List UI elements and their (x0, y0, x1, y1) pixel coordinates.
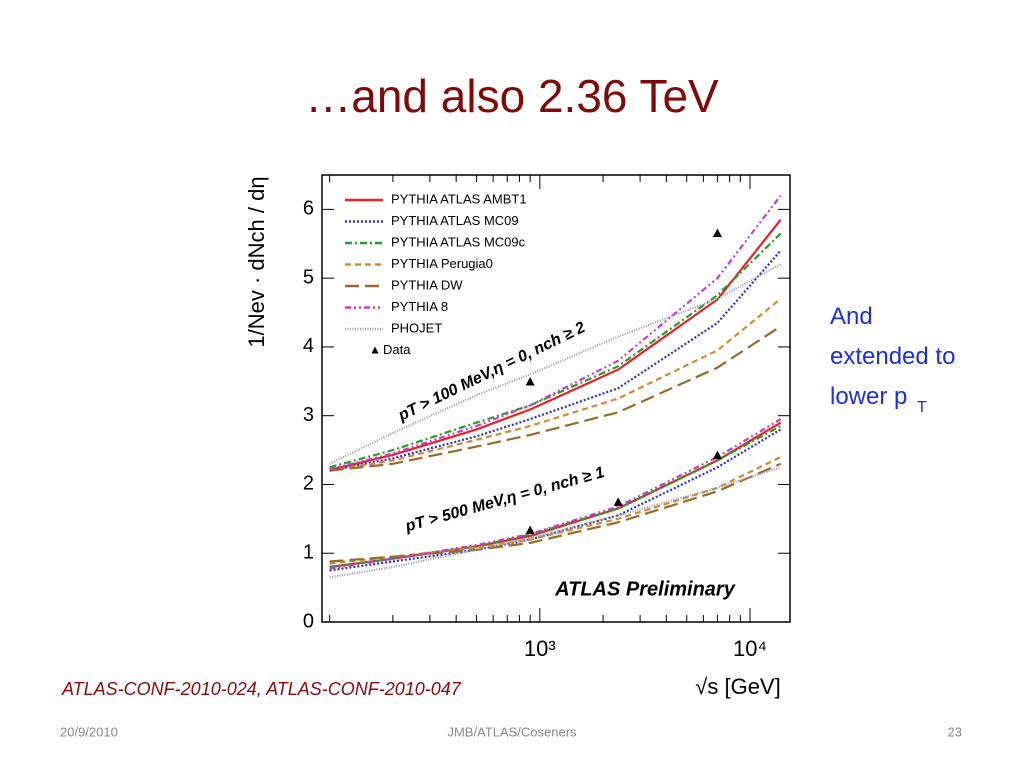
side-note: And extended to lower p (830, 303, 955, 410)
footer-page: 23 (948, 724, 962, 739)
curve (329, 325, 782, 472)
plot-frame (321, 174, 791, 623)
curve (329, 462, 782, 563)
citation: ATLAS-CONF-2010-024, ATLAS-CONF-2010-047 (61, 679, 462, 699)
side-note-sub: T (917, 399, 927, 416)
legend-label: PYTHIA 8 (391, 299, 448, 314)
x-axis-label: √s [GeV] (695, 674, 780, 699)
y-tick-label: 6 (303, 198, 314, 220)
y-tick-label: 5 (303, 266, 314, 288)
curve (329, 219, 782, 472)
y-tick-label: 1 (303, 542, 314, 564)
x-tick-label: 10³ (524, 636, 556, 661)
x-tick-label: 10⁴ (733, 636, 767, 661)
legend-label: PYTHIA ATLAS MC09c (391, 234, 526, 249)
annotation: ATLAS Preliminary (554, 578, 736, 600)
curve (329, 263, 782, 465)
data-point (712, 228, 722, 237)
curve (329, 297, 782, 472)
y-tick-label: 2 (303, 473, 314, 495)
data-point (525, 376, 535, 386)
footer-date: 20/9/2010 (60, 724, 118, 739)
data-point (525, 525, 535, 535)
footer-center: JMB/ATLAS/Coseners (447, 724, 577, 739)
curve (329, 194, 782, 471)
curve (329, 425, 782, 569)
y-tick-label: 3 (303, 404, 314, 426)
legend-swatch (371, 346, 379, 354)
curve (329, 428, 782, 572)
y-tick-label: 0 (303, 610, 314, 632)
y-tick-label: 4 (303, 335, 314, 357)
curve (329, 466, 782, 579)
data-point (712, 450, 722, 460)
curve (329, 421, 782, 569)
curve (329, 249, 782, 472)
legend-label: PYTHIA ATLAS AMBT1 (391, 191, 527, 206)
curve (329, 456, 782, 565)
y-axis-label: 1/Nev · dNch / dη (244, 176, 269, 347)
legend-label: PHOJET (391, 320, 442, 335)
legend-label: PYTHIA DW (391, 277, 463, 292)
legend-label: Data (383, 342, 411, 357)
annotation: pT > 500 MeV,η = 0, nch ≥ 1 (403, 464, 607, 536)
curve (329, 232, 782, 469)
data-point (613, 497, 623, 506)
legend-label: PYTHIA Perugia0 (391, 256, 493, 271)
slide-title: …and also 2.36 TeV (305, 70, 719, 122)
legend-label: PYTHIA ATLAS MC09 (391, 213, 519, 228)
